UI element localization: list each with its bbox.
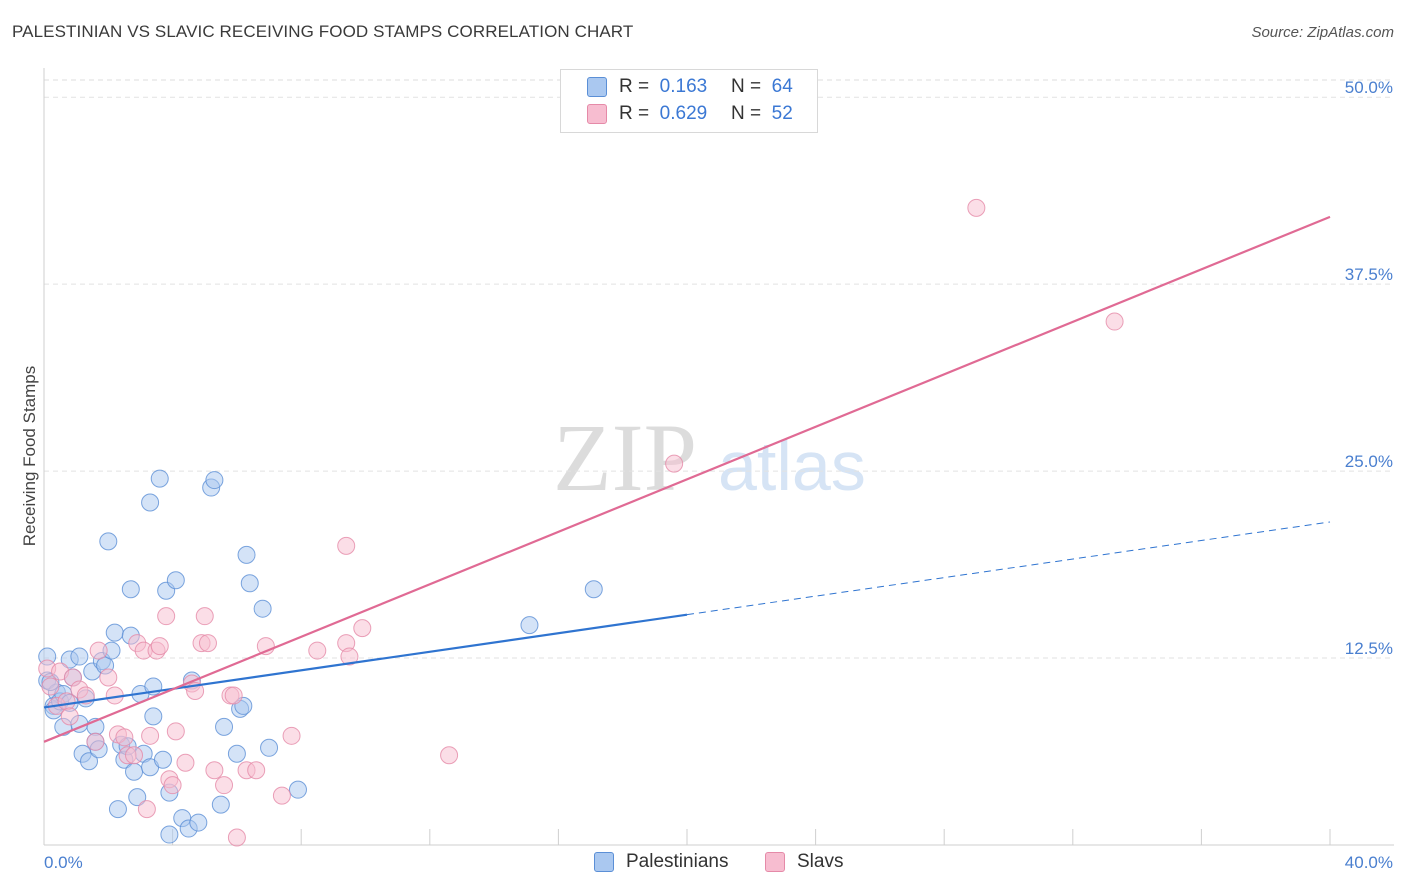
slav-point	[125, 746, 144, 765]
palestinian-point	[260, 738, 279, 757]
palestinian-trend-line	[43, 613, 688, 709]
slav-point	[665, 454, 684, 473]
palestinian-point	[215, 717, 234, 736]
y-tick-label: 37.5%	[1345, 265, 1393, 284]
slav-point	[337, 536, 356, 555]
palestinian-point	[520, 616, 539, 635]
correlation-legend: R = 0.163 N = 64 R = 0.629 N = 52	[560, 69, 818, 133]
palestinian-point	[99, 532, 118, 551]
palestinian-point	[70, 647, 89, 666]
palestinian-point	[584, 580, 603, 599]
slav-point	[41, 677, 60, 696]
series-swatch-slavs	[765, 852, 785, 872]
slav-point	[308, 641, 327, 660]
slav-point	[967, 198, 986, 217]
slav-point	[353, 619, 372, 638]
legend-row-palestinians: R = 0.163 N = 64	[587, 74, 793, 100]
slav-point	[89, 641, 108, 660]
slav-point	[115, 728, 134, 747]
slav-point	[205, 761, 224, 780]
palestinian-point	[150, 469, 169, 488]
slav-point	[157, 607, 176, 626]
slav-point	[166, 722, 185, 741]
legend-r-label: R =	[619, 76, 650, 97]
palestinian-point	[121, 580, 140, 599]
palestinian-point	[153, 750, 172, 769]
legend-n-value-palestinians: 64	[771, 76, 793, 97]
palestinian-point	[205, 471, 224, 490]
slav-point	[86, 732, 105, 751]
y-tick-label: 12.5%	[1345, 639, 1393, 658]
palestinian-point	[288, 780, 307, 799]
slav-point	[227, 828, 246, 847]
palestinian-point	[166, 571, 185, 590]
slav-point	[440, 746, 459, 765]
palestinian-point	[105, 623, 124, 642]
palestinian-trend-extension	[686, 521, 1331, 616]
palestinian-point	[253, 599, 272, 618]
legend-r-value-slavs: 0.629	[659, 103, 708, 124]
palestinian-point	[128, 788, 147, 807]
slav-point	[137, 800, 156, 819]
slav-point	[1105, 312, 1124, 331]
slav-point	[150, 637, 169, 656]
palestinian-point	[108, 800, 127, 819]
slav-point	[282, 726, 301, 745]
series-swatch-palestinians	[594, 852, 614, 872]
palestinian-point	[227, 744, 246, 763]
slav-point	[99, 668, 118, 687]
slav-point	[247, 761, 266, 780]
palestinian-point	[80, 752, 99, 771]
legend-r-value-palestinians: 0.163	[659, 76, 708, 97]
palestinian-point	[189, 813, 208, 832]
series-label-slavs: Slavs	[797, 851, 844, 872]
series-legend-palestinians: Palestinians	[594, 851, 728, 873]
slav-point	[176, 753, 195, 772]
legend-r-label: R =	[619, 103, 650, 124]
legend-swatch-palestinians	[587, 77, 607, 97]
palestinian-point	[240, 574, 259, 593]
slav-point	[215, 776, 234, 795]
chart-title: PALESTINIAN VS SLAVIC RECEIVING FOOD STA…	[12, 22, 634, 41]
palestinian-point	[160, 825, 179, 844]
legend-swatch-slavs	[587, 104, 607, 124]
palestinian-point	[141, 493, 160, 512]
y-tick-label: 25.0%	[1345, 452, 1393, 471]
slav-point	[198, 634, 217, 653]
series-legend: Palestinians Slavs	[0, 851, 1406, 879]
slav-point	[60, 707, 79, 726]
x-tick-label: 40.0%	[1345, 853, 1393, 872]
legend-n-value-slavs: 52	[771, 103, 793, 124]
palestinian-point	[211, 795, 230, 814]
slav-trend-line	[43, 215, 1331, 743]
series-label-palestinians: Palestinians	[626, 851, 729, 872]
legend-n-label: N =	[730, 103, 762, 124]
palestinian-point	[125, 762, 144, 781]
legend-row-slavs: R = 0.629 N = 52	[587, 101, 793, 127]
palestinian-point	[144, 707, 163, 726]
slav-point	[272, 786, 291, 805]
source-label: Source: ZipAtlas.com	[1251, 24, 1394, 41]
palestinian-point	[237, 545, 256, 564]
slav-point	[141, 726, 160, 745]
slav-point	[224, 686, 243, 705]
x-tick-label: 0.0%	[44, 853, 83, 872]
slav-point	[340, 647, 359, 666]
legend-n-label: N =	[730, 76, 762, 97]
slav-point	[163, 776, 182, 795]
slav-point	[195, 607, 214, 626]
y-tick-label: 50.0%	[1345, 78, 1393, 97]
watermark-atlas: atlas	[718, 427, 866, 505]
series-legend-slavs: Slavs	[765, 851, 843, 873]
slav-point	[57, 692, 76, 711]
